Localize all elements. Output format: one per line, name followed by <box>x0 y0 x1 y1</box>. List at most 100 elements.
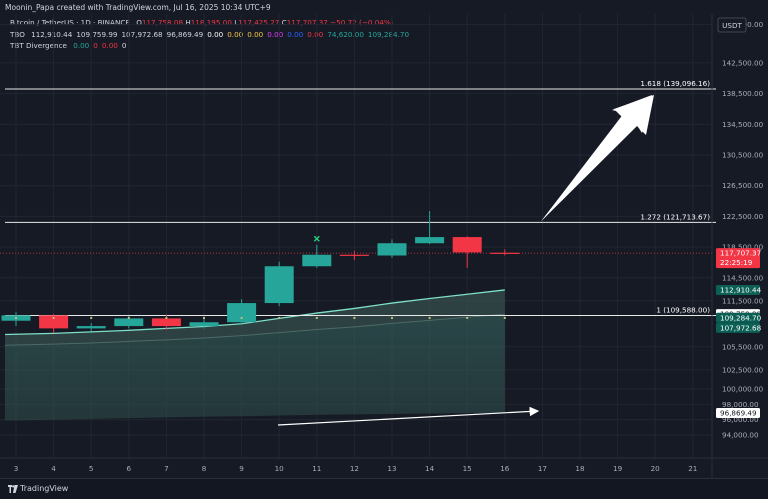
indicator-dot <box>165 316 168 319</box>
price-chart[interactable]: 1.618 (139,096.16) 1.272 (121,713.67) 1 (1… <box>0 0 768 478</box>
indicator-dot <box>52 316 55 319</box>
price-tick-label: 102,500.00 <box>722 365 764 374</box>
indicator-dot <box>391 316 393 319</box>
time-tick-label: 12 <box>350 464 359 473</box>
indicator-dot <box>503 316 506 319</box>
indicator-dot <box>466 316 469 319</box>
fib-level-label: 1 (109,588.00) <box>656 305 710 314</box>
drawings[interactable] <box>277 95 654 426</box>
indicator-dot <box>353 316 356 319</box>
price-tick-label: 138,500.00 <box>722 89 764 98</box>
fib-extension[interactable]: 1.618 (139,096.16) 1.272 (121,713.67) 1 (1… <box>0 79 716 316</box>
price-tick-label: 111,500.00 <box>722 296 764 305</box>
price-badge-label: 117,707.37 <box>720 249 761 258</box>
indicator-dot <box>278 316 281 319</box>
tbt-values: 0.00 0 0.00 0 <box>73 41 130 50</box>
time-tick-label: 8 <box>202 464 207 473</box>
price-badge <box>716 248 760 269</box>
time-tick-label: 17 <box>538 464 547 473</box>
price-tick-label: 118,500.00 <box>722 243 764 252</box>
candle-body <box>189 322 219 327</box>
candle-body <box>490 252 520 254</box>
tbt-value: 0.00 <box>73 41 90 50</box>
tbt-value: 0 <box>121 41 127 50</box>
currency-label[interactable]: USDT <box>722 21 742 30</box>
price-badge-label: 112,910.44 <box>720 286 762 295</box>
candle-body <box>452 237 482 253</box>
high-value: 118,195.00 <box>190 18 232 27</box>
tbo-value: 96,869.49 <box>166 30 204 39</box>
tbo-value: 107,972.68 <box>121 30 163 39</box>
time-tick-label: 4 <box>51 464 56 473</box>
candle-body <box>227 303 257 323</box>
tbo-values: 112,910.44 109,759.99 107,972.68 96,869.49 0… <box>31 30 413 39</box>
time-tick-label: 13 <box>387 464 396 473</box>
open-label: O117,758.08 <box>136 18 184 27</box>
low-value: 117,425.27 <box>238 18 280 27</box>
tradingview-logo-icon <box>8 485 18 493</box>
price-tick-label: 122,500.00 <box>722 212 764 221</box>
symbol-legend[interactable]: Bitcoin / TetherUS · 1D · BINANCE O117,7… <box>10 18 398 27</box>
candle-body <box>302 254 332 267</box>
tbo-value: 0.00 <box>227 30 244 39</box>
candle-body <box>415 237 445 244</box>
price-axis[interactable]: 147,500.00142,500.00138,500.00134,500.00… <box>711 14 764 478</box>
tbo-value: 109,759.99 <box>76 30 118 39</box>
price-badge-label: 96,869.49 <box>720 409 757 418</box>
candle-body <box>377 243 407 256</box>
price-badge-label: 107,972.68 <box>720 323 762 332</box>
candle-body <box>114 318 144 327</box>
tbo-value: 0.00 <box>267 30 284 39</box>
time-tick-label: 5 <box>89 464 94 473</box>
tbo-slow-band <box>5 314 505 421</box>
time-axis[interactable]: 3 4 5 6 7 8 9 10 11 12 13 14 15 16 17 18 19 20 21 <box>0 457 768 473</box>
time-tick-label: 20 <box>651 464 661 473</box>
price-badge-label: 109,284.70 <box>720 313 762 322</box>
indicator-dot <box>90 316 93 319</box>
indicator-dot <box>315 316 318 319</box>
time-tick-label: 15 <box>463 464 472 473</box>
time-tick-label: 21 <box>688 464 697 473</box>
tbt-name[interactable]: TBT Divergence <box>10 41 67 50</box>
tbo-value: 74,620.00 <box>327 30 364 39</box>
price-tick-label: 142,500.00 <box>722 58 764 67</box>
indicator-dot <box>203 316 205 319</box>
time-tick-label: 14 <box>425 464 435 473</box>
time-tick-label: 3 <box>14 464 19 473</box>
price-tick-label: 96,000.00 <box>722 415 759 424</box>
fib-level-label: 1.618 (139,096.16) <box>640 79 710 88</box>
price-tick-label: 130,500.00 <box>722 151 764 160</box>
time-tick-label: 9 <box>239 464 244 473</box>
close-label: C117,707.37 <box>281 18 328 27</box>
symbol-name[interactable]: Bitcoin / TetherUS · 1D · BINANCE <box>10 18 130 27</box>
time-tick-label: 6 <box>127 464 132 473</box>
price-tick-label: 126,500.00 <box>722 181 764 190</box>
tbo-fast-line <box>4 289 505 336</box>
tbo-name[interactable]: TBO <box>10 30 25 39</box>
candles <box>1 211 520 333</box>
open-value: 117,758.08 <box>141 18 184 27</box>
candle-body <box>76 326 106 329</box>
tbo-value: 0.00 <box>207 30 224 39</box>
candle-body <box>151 318 181 327</box>
tbo-value: 0.00 <box>307 30 324 39</box>
time-tick-label: 11 <box>312 464 321 473</box>
indicator-marks <box>15 235 506 319</box>
indicator-dot <box>240 316 243 319</box>
currency-button[interactable]: USDT <box>717 17 747 33</box>
tbo-legend[interactable]: TBO 112,910.44 109,759.99 107,972.68 96,869… <box>10 30 417 39</box>
tbo-value: 112,910.44 <box>31 30 73 39</box>
tbt-legend[interactable]: TBT Divergence 0.00 0 0.00 0 <box>10 41 134 50</box>
time-tick-label: 10 <box>275 464 285 473</box>
price-tick-label: 98,000.00 <box>722 400 759 409</box>
tradingview-logo-text: TradingView <box>20 484 69 493</box>
tbo-value: 0.00 <box>247 30 264 39</box>
time-tick-label: 7 <box>164 464 169 473</box>
change-value: −50.72 (−0.04%) <box>330 18 394 27</box>
close-value: 117,707.37 <box>286 18 328 27</box>
price-tick-label: 94,000.00 <box>722 431 759 440</box>
indicator-dot <box>15 316 17 319</box>
price-badge <box>716 322 760 333</box>
tbo-fast-band <box>5 289 505 346</box>
tbt-value: 0 <box>93 41 98 50</box>
